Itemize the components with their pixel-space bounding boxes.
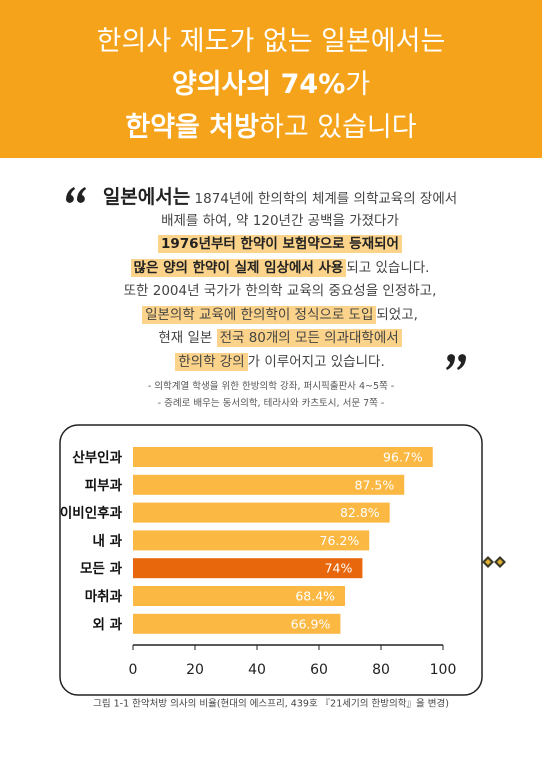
quote-open [66, 187, 86, 203]
quote-line: 배제를 하여, 약 120년간 공백을 가졌다가 [60, 210, 500, 234]
bar [133, 502, 390, 523]
title-segment: 양의사의 74% [171, 69, 346, 100]
quote-text: 되었고, [376, 306, 418, 323]
bar [133, 586, 346, 606]
source: - 의학계열 학생을 위한 한방의학 강좌, 퍼시픽출판사 4~5쪽 - [147, 381, 395, 392]
quote-line: 많은 양의 한약이 실제 임상에서 사용 되고 있습니다. [60, 257, 500, 281]
value-label: 96.7% [383, 450, 423, 465]
caption: 그림 1-1 한약처방 의사의 비율(현대의 에스프리, 439호 『21세기의… [93, 698, 449, 710]
category-label: 산부인과 [72, 449, 122, 466]
header: 한의사 제도가 없는 일본에서는 양의사의 74%가 한약을 처방하고 있습니다 [0, 0, 542, 158]
category-label: 이비인후과 [60, 505, 123, 522]
highlight-text: 일본의학 교육에 한의학이 정식으로 도입 [142, 305, 377, 324]
x-tick-label: 60 [310, 662, 328, 678]
x-tick-label: 100 [430, 662, 457, 678]
x-tick-label: 20 [186, 662, 204, 678]
value-label: 76.2% [320, 533, 360, 548]
x-tick-label: 40 [248, 662, 266, 678]
value-label: 87.5% [355, 477, 395, 492]
category-label: 모든 과 [80, 561, 123, 577]
title-segment: 한약을 처방 [125, 112, 259, 143]
quote-text: 또한 2004년 국가가 한의학 교육의 중요성을 인정하고, [123, 283, 437, 299]
quote-line: 일본에서는 1874년에 한의학의 체계를 의학교육의 장에서 [60, 186, 500, 210]
title-segment: 가 [345, 69, 371, 100]
bar [133, 613, 341, 634]
quote-text: 일본에서는 [102, 186, 191, 208]
title-segment: 하고 있습니다 [258, 112, 417, 143]
title-line: 한의사 제도가 없는 일본에서는 [0, 22, 542, 62]
highlight-text: 많은 양의 한약이 실제 임상에서 사용 [130, 258, 347, 277]
title-line: 양의사의 74%가 [0, 65, 542, 105]
x-tick-label: 0 [129, 662, 138, 678]
x-tick-label: 80 [372, 662, 390, 678]
bar [133, 474, 405, 495]
value-label: 68.4% [295, 589, 335, 604]
category-label: 마취과 [85, 589, 123, 605]
bar [133, 558, 363, 579]
quote-text: 되고 있습니다. [346, 259, 430, 276]
highlight-text: 1976년부터 한약이 보험약으로 등재되어 [158, 235, 402, 253]
category-label: 외 과 [92, 616, 122, 633]
quote-close [446, 354, 466, 370]
highlight-text: 한의학 강의 [175, 352, 248, 371]
title-segment: 한의사 제도가 없는 일본에서는 [96, 26, 446, 57]
quote-line: 현재 일본 전국 80개의 모든 의과대학에서 [60, 327, 500, 351]
quote-text: 1874년에 한의학의 체계를 의학교육의 장에서 [190, 191, 458, 207]
category-label: 내 과 [92, 533, 122, 549]
quote-text: 현재 일본 [158, 330, 217, 346]
highlight-text: 전국 80개의 모든 의과대학에서 [216, 329, 402, 347]
value-label: 66.9% [291, 616, 331, 631]
bar [133, 447, 433, 467]
quote-line: 한의학 강의 가 이루어지고 있습니다. [60, 351, 500, 375]
value-label: 82.8% [340, 505, 380, 520]
quote-line: 또한 2004년 국가가 한의학 교육의 중요성을 인정하고, [60, 280, 500, 304]
quote-line: 1976년부터 한약이 보험약으로 등재되어 [60, 233, 500, 257]
value-label: 74% [325, 561, 353, 576]
quote-text: 배제를 하여, 약 120년간 공백을 가졌다가 [161, 212, 399, 229]
quote-line: 일본의학 교육에 한의학이 정식으로 도입 되었고, [60, 304, 500, 328]
chart-frame [59, 424, 483, 696]
source: - 증례로 배우는 동서의학, 테라사와 카츠토시, 서문 7쪽 - [157, 398, 385, 409]
category-label: 피부과 [85, 478, 123, 494]
title-line: 한약을 처방하고 있습니다 [0, 108, 542, 148]
quote-text: 가 이루어지고 있습니다. [247, 353, 385, 370]
bar [133, 530, 370, 551]
logo [482, 556, 506, 568]
sources: - 의학계열 학생을 위한 한방의학 강좌, 퍼시픽출판사 4~5쪽 - - 증례… [0, 378, 542, 412]
